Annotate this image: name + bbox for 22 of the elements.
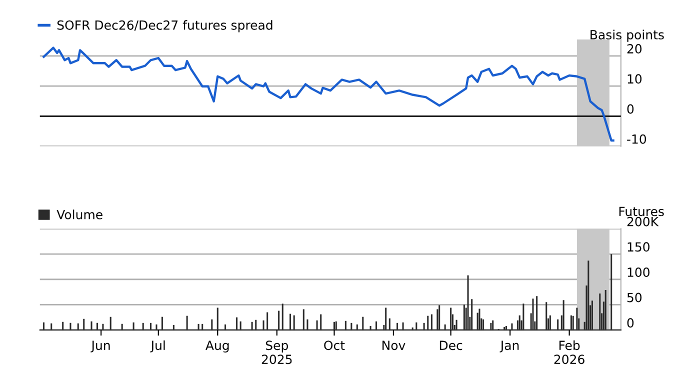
x-tick-label: Jun [90, 340, 110, 352]
y-tick-label: 20 [627, 44, 642, 54]
y-tick-label: -10 [627, 134, 646, 144]
y-axis-title: Basis points [590, 30, 664, 42]
x-tick-label: Dec [440, 340, 462, 350]
y-tick-label: 0 [627, 104, 634, 114]
x-tick-label: Feb 2026 [554, 340, 584, 364]
x-tick-label: Jan [500, 340, 519, 352]
y-axis-title: Futures [619, 206, 664, 216]
x-tick-label: Aug [206, 340, 229, 353]
x-tick-label: Jul [150, 340, 165, 352]
y-tick-label: 10 [628, 74, 642, 84]
y-tick-label: 100 [628, 268, 650, 277]
x-tick-label: Oct [324, 340, 345, 350]
y-tick-label: 200K [627, 216, 659, 226]
x-tick-label: Nov [382, 340, 406, 350]
x-tick-label: Sep 2025 [262, 340, 292, 364]
y-tick-label: 50 [627, 292, 642, 302]
y-tick-label: 0 [627, 318, 634, 328]
legend-label: Volume [56, 210, 102, 220]
y-tick-label: 150 [628, 242, 650, 252]
legend-label: SOFR Dec26/Dec27 futures spread [57, 20, 272, 32]
